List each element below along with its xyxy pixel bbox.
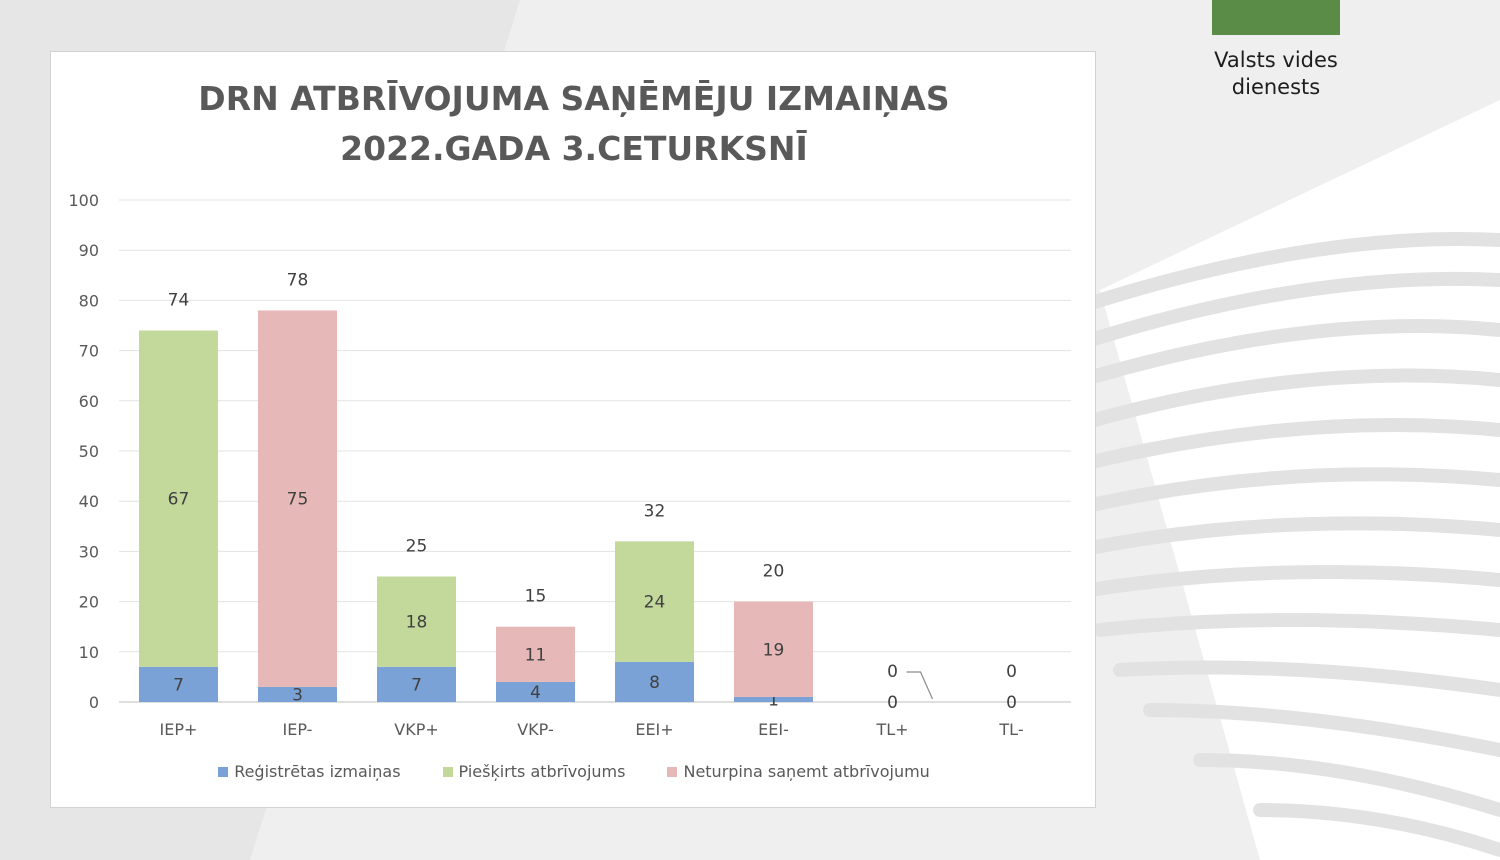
bar-segment [496, 626, 575, 682]
data-label: 7 [173, 675, 184, 695]
total-label: 32 [644, 501, 666, 521]
data-label: 24 [644, 593, 666, 613]
brand-name: Valsts vides dienests [1188, 47, 1364, 101]
x-tick-label: IEP+ [160, 720, 198, 739]
y-tick-label: 60 [79, 392, 99, 411]
legend-swatch [442, 766, 453, 777]
data-label: 18 [406, 613, 428, 633]
y-tick-label: 30 [79, 542, 99, 561]
y-tick-label: 80 [79, 291, 99, 310]
y-tick-label: 100 [68, 191, 99, 210]
brand: Valsts vides dienests [1188, 0, 1364, 101]
bar-segment [496, 681, 575, 702]
data-label: 75 [287, 490, 309, 510]
data-label: 11 [525, 645, 547, 665]
total-label: 20 [763, 562, 785, 582]
total-label: 0 [887, 662, 898, 682]
y-tick-label: 20 [79, 593, 99, 612]
data-label: 1 [768, 690, 779, 710]
x-tick-label: TL+ [875, 720, 908, 739]
data-label: 67 [168, 490, 190, 510]
total-label: 74 [168, 291, 190, 311]
data-label: 7 [411, 675, 422, 695]
total-label: 15 [525, 587, 547, 607]
bar-segment [734, 601, 813, 697]
x-tick-label: EEI+ [635, 720, 673, 739]
total-label: 25 [406, 537, 428, 557]
legend-label: Neturpina saņemt atbrīvojumu [683, 762, 930, 781]
data-label: 8 [649, 673, 660, 693]
fingerprint-pattern-icon [1033, 232, 1500, 857]
y-tick-label: 50 [79, 442, 99, 461]
label-leader-line [906, 671, 934, 700]
chart-legend: Reģistrētas izmaiņas Piešķirts atbrīvojum… [51, 762, 1097, 781]
x-tick-label: VKP+ [394, 720, 439, 739]
brand-name-line1: Valsts vides [1214, 48, 1338, 72]
legend-swatch [667, 766, 678, 777]
legend-item: Piešķirts atbrīvojums [442, 762, 626, 781]
bar-segment [377, 666, 456, 702]
total-label: 0 [1006, 662, 1017, 682]
y-tick-label: 70 [79, 342, 99, 361]
chart-plot: 0102030405060708090100IEP+76774IEP-37578… [68, 191, 1071, 739]
chart-title-line2: 2022.GADA 3.CETURKSNĪ [340, 129, 808, 168]
data-label: 19 [763, 640, 785, 660]
x-tick-label: EEI- [758, 720, 789, 739]
data-label: 4 [530, 683, 541, 703]
bar-segment [377, 576, 456, 667]
x-tick-label: VKP- [517, 720, 554, 739]
bar-segment [258, 310, 337, 687]
data-label: 0 [887, 693, 898, 713]
y-tick-label: 10 [79, 643, 99, 662]
brand-logo [1212, 0, 1340, 35]
chart-title: DRN ATBRĪVOJUMA SAŅĒMĒJU IZMAIŅAS 2022.G… [51, 74, 1097, 174]
bar-segment [139, 666, 218, 702]
bar-segment [615, 661, 694, 702]
bar-segment [734, 696, 813, 702]
data-label: 3 [292, 685, 303, 705]
chart-card: 0 10 20 30 40 50 60 70 80 90 100 IEP+ 7 67 74 IEP- 3 75 78… [50, 51, 1096, 808]
legend-swatch [218, 766, 229, 777]
legend-label: Piešķirts atbrīvojums [458, 762, 626, 781]
y-tick-label: 90 [79, 241, 99, 260]
legend-item: Neturpina saņemt atbrīvojumu [667, 762, 930, 781]
chart-title-line1: DRN ATBRĪVOJUMA SAŅĒMĒJU IZMAIŅAS [198, 79, 950, 118]
bar-segment [258, 686, 337, 702]
data-label: 0 [1006, 693, 1017, 713]
x-tick-label: TL- [998, 720, 1023, 739]
x-tick-label: IEP- [283, 720, 313, 739]
bar-segment [139, 330, 218, 667]
brand-name-line2: dienests [1231, 75, 1321, 99]
bar-segment [615, 541, 694, 662]
y-tick-label: 0 [89, 693, 99, 712]
legend-item: Reģistrētas izmaiņas [218, 762, 401, 781]
legend-label: Reģistrētas izmaiņas [234, 762, 401, 781]
y-tick-label: 40 [79, 492, 99, 511]
total-label: 78 [287, 270, 309, 290]
